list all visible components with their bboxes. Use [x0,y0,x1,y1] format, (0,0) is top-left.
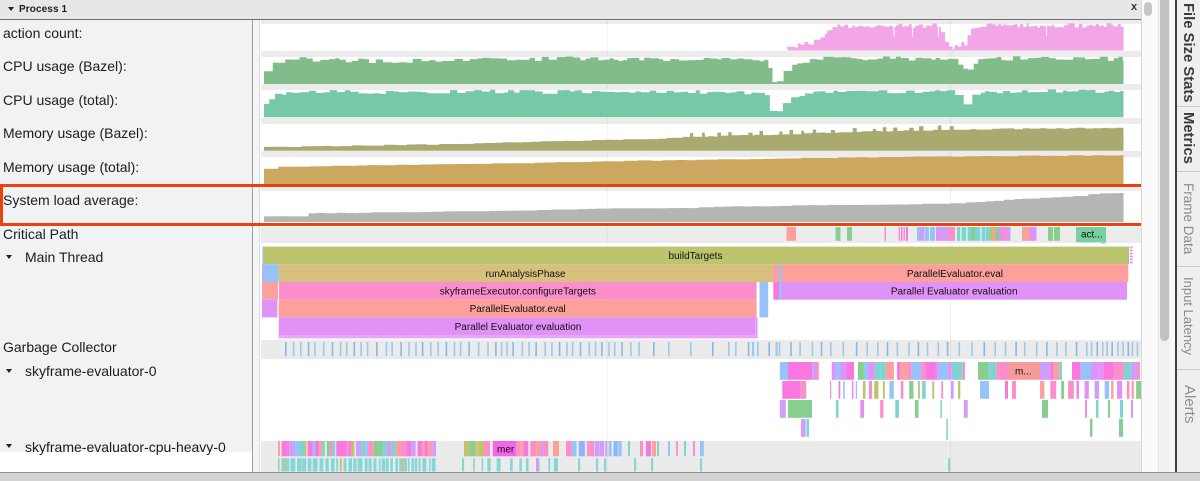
svg-text:m...: m... [1015,366,1032,377]
svg-text:mer: mer [497,445,515,456]
svg-text:runAnalysisPhase: runAnalysisPhase [485,269,565,280]
svg-text:ParallelEvaluator.eval: ParallelEvaluator.eval [470,304,566,315]
svg-text:ParallelEvaluator.eval: ParallelEvaluator.eval [907,269,1003,280]
svg-text:Parallel Evaluator evaluation: Parallel Evaluator evaluation [455,322,582,333]
svg-text:buildTargets: buildTargets [669,251,723,262]
svg-text:act...: act... [1081,230,1103,241]
svg-text:skyframeExecutor.configureTarg: skyframeExecutor.configureTargets [440,287,596,298]
svg-text:Parallel Evaluator evaluation: Parallel Evaluator evaluation [891,287,1018,298]
